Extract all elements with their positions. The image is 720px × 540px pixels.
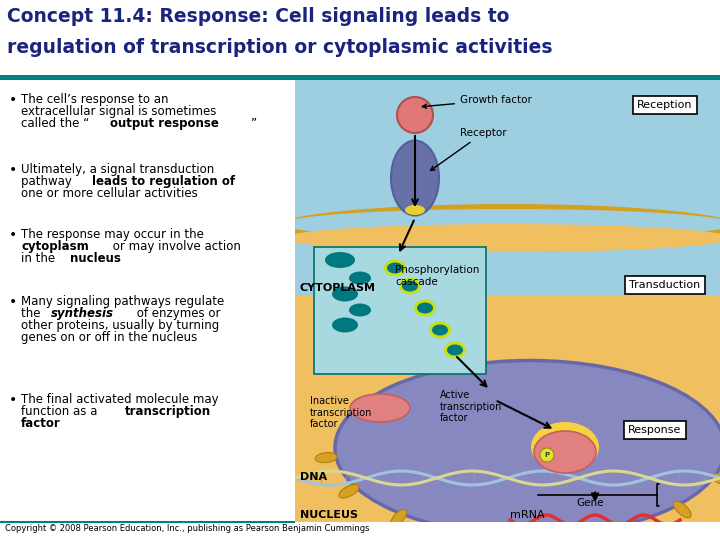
- Ellipse shape: [405, 205, 425, 215]
- Ellipse shape: [315, 453, 337, 463]
- Ellipse shape: [288, 225, 720, 255]
- Text: Reception: Reception: [637, 100, 693, 110]
- Ellipse shape: [282, 209, 720, 239]
- Text: pathway: pathway: [21, 175, 76, 188]
- Text: Active
transcription
factor: Active transcription factor: [440, 390, 503, 423]
- Ellipse shape: [349, 272, 371, 285]
- Text: extracellular signal is sometimes: extracellular signal is sometimes: [21, 105, 217, 118]
- Ellipse shape: [288, 207, 720, 273]
- Ellipse shape: [339, 484, 359, 498]
- Text: Response: Response: [629, 425, 682, 435]
- Ellipse shape: [384, 260, 406, 276]
- Ellipse shape: [391, 140, 439, 215]
- Text: the: the: [21, 307, 44, 320]
- Text: The response may occur in the: The response may occur in the: [21, 228, 204, 241]
- Ellipse shape: [349, 303, 371, 316]
- Text: of enzymes or: of enzymes or: [133, 307, 220, 320]
- Bar: [0, 522, 720, 540]
- Text: The final activated molecule may: The final activated molecule may: [21, 393, 219, 406]
- Text: ”: ”: [251, 117, 257, 130]
- Ellipse shape: [390, 509, 406, 528]
- Text: one or more cellular activities: one or more cellular activities: [21, 187, 198, 200]
- Text: in the: in the: [21, 252, 59, 265]
- Text: •: •: [9, 295, 17, 309]
- Ellipse shape: [534, 431, 596, 473]
- Text: factor: factor: [21, 417, 60, 430]
- Ellipse shape: [332, 318, 358, 333]
- Text: output response: output response: [109, 117, 218, 130]
- Text: The cell’s response to an: The cell’s response to an: [21, 93, 168, 106]
- Text: Many signaling pathways regulate: Many signaling pathways regulate: [21, 295, 224, 308]
- Ellipse shape: [402, 280, 418, 292]
- FancyBboxPatch shape: [314, 247, 486, 374]
- Text: Growth factor: Growth factor: [423, 95, 532, 109]
- Text: Phosphorylation
cascade: Phosphorylation cascade: [395, 265, 480, 287]
- Ellipse shape: [332, 287, 358, 301]
- Text: •: •: [9, 163, 17, 177]
- Text: Copyright © 2008 Pearson Education, Inc., publishing as Pearson Benjamin Cumming: Copyright © 2008 Pearson Education, Inc.…: [5, 524, 369, 533]
- Ellipse shape: [461, 525, 472, 540]
- Text: •: •: [9, 393, 17, 407]
- Text: called the “: called the “: [21, 117, 89, 130]
- Bar: [295, 80, 720, 295]
- Text: Receptor: Receptor: [431, 128, 507, 171]
- Ellipse shape: [273, 202, 720, 258]
- Ellipse shape: [273, 194, 720, 289]
- Ellipse shape: [712, 474, 720, 485]
- Ellipse shape: [283, 211, 720, 246]
- Text: transcription: transcription: [125, 405, 211, 418]
- Ellipse shape: [531, 422, 599, 472]
- Text: Transduction: Transduction: [629, 280, 701, 290]
- Ellipse shape: [399, 278, 421, 294]
- Circle shape: [397, 97, 433, 133]
- Ellipse shape: [613, 521, 626, 540]
- Text: cytoplasm: cytoplasm: [21, 240, 89, 253]
- Text: •: •: [9, 228, 17, 242]
- Ellipse shape: [343, 367, 718, 529]
- Bar: [0, 0, 720, 75]
- Ellipse shape: [335, 361, 720, 536]
- Ellipse shape: [429, 321, 451, 339]
- Text: mRNA: mRNA: [510, 510, 544, 520]
- Text: •: •: [9, 93, 17, 107]
- Ellipse shape: [387, 262, 403, 273]
- Text: genes on or off in the nucleus: genes on or off in the nucleus: [21, 331, 197, 344]
- Bar: [295, 80, 720, 525]
- Text: function as a: function as a: [21, 405, 101, 418]
- Ellipse shape: [432, 325, 448, 335]
- Ellipse shape: [350, 394, 410, 422]
- Bar: [0, 75, 720, 80]
- Text: NUCLEUS: NUCLEUS: [300, 510, 358, 520]
- Bar: [0, 80, 295, 525]
- Text: DNA: DNA: [300, 472, 327, 482]
- Text: nucleus: nucleus: [70, 252, 121, 265]
- Text: CYTOPLASM: CYTOPLASM: [300, 283, 376, 293]
- Text: Inactive
transcription
factor: Inactive transcription factor: [310, 396, 372, 429]
- Ellipse shape: [414, 300, 436, 316]
- Ellipse shape: [417, 302, 433, 314]
- Circle shape: [540, 448, 554, 462]
- Ellipse shape: [285, 224, 720, 252]
- Text: regulation of transcription or cytoplasmic activities: regulation of transcription or cytoplasm…: [7, 38, 552, 57]
- Text: leads to regulation of: leads to regulation of: [92, 175, 235, 188]
- Ellipse shape: [539, 529, 549, 540]
- Text: synthesis: synthesis: [51, 307, 114, 320]
- Text: Ultimately, a signal transduction: Ultimately, a signal transduction: [21, 163, 215, 176]
- Ellipse shape: [273, 200, 720, 540]
- Text: Gene: Gene: [576, 498, 604, 508]
- Bar: [0, 521, 295, 523]
- Bar: [295, 80, 720, 290]
- Bar: [295, 80, 720, 235]
- Text: or may involve action: or may involve action: [109, 240, 241, 253]
- Ellipse shape: [673, 501, 691, 518]
- Text: other proteins, usually by turning: other proteins, usually by turning: [21, 319, 220, 332]
- Ellipse shape: [325, 252, 355, 268]
- Text: Concept 11.4: Response: Cell signaling leads to: Concept 11.4: Response: Cell signaling l…: [7, 7, 509, 26]
- Ellipse shape: [447, 345, 463, 355]
- Ellipse shape: [273, 204, 720, 252]
- Ellipse shape: [444, 341, 466, 359]
- Text: P: P: [544, 452, 549, 458]
